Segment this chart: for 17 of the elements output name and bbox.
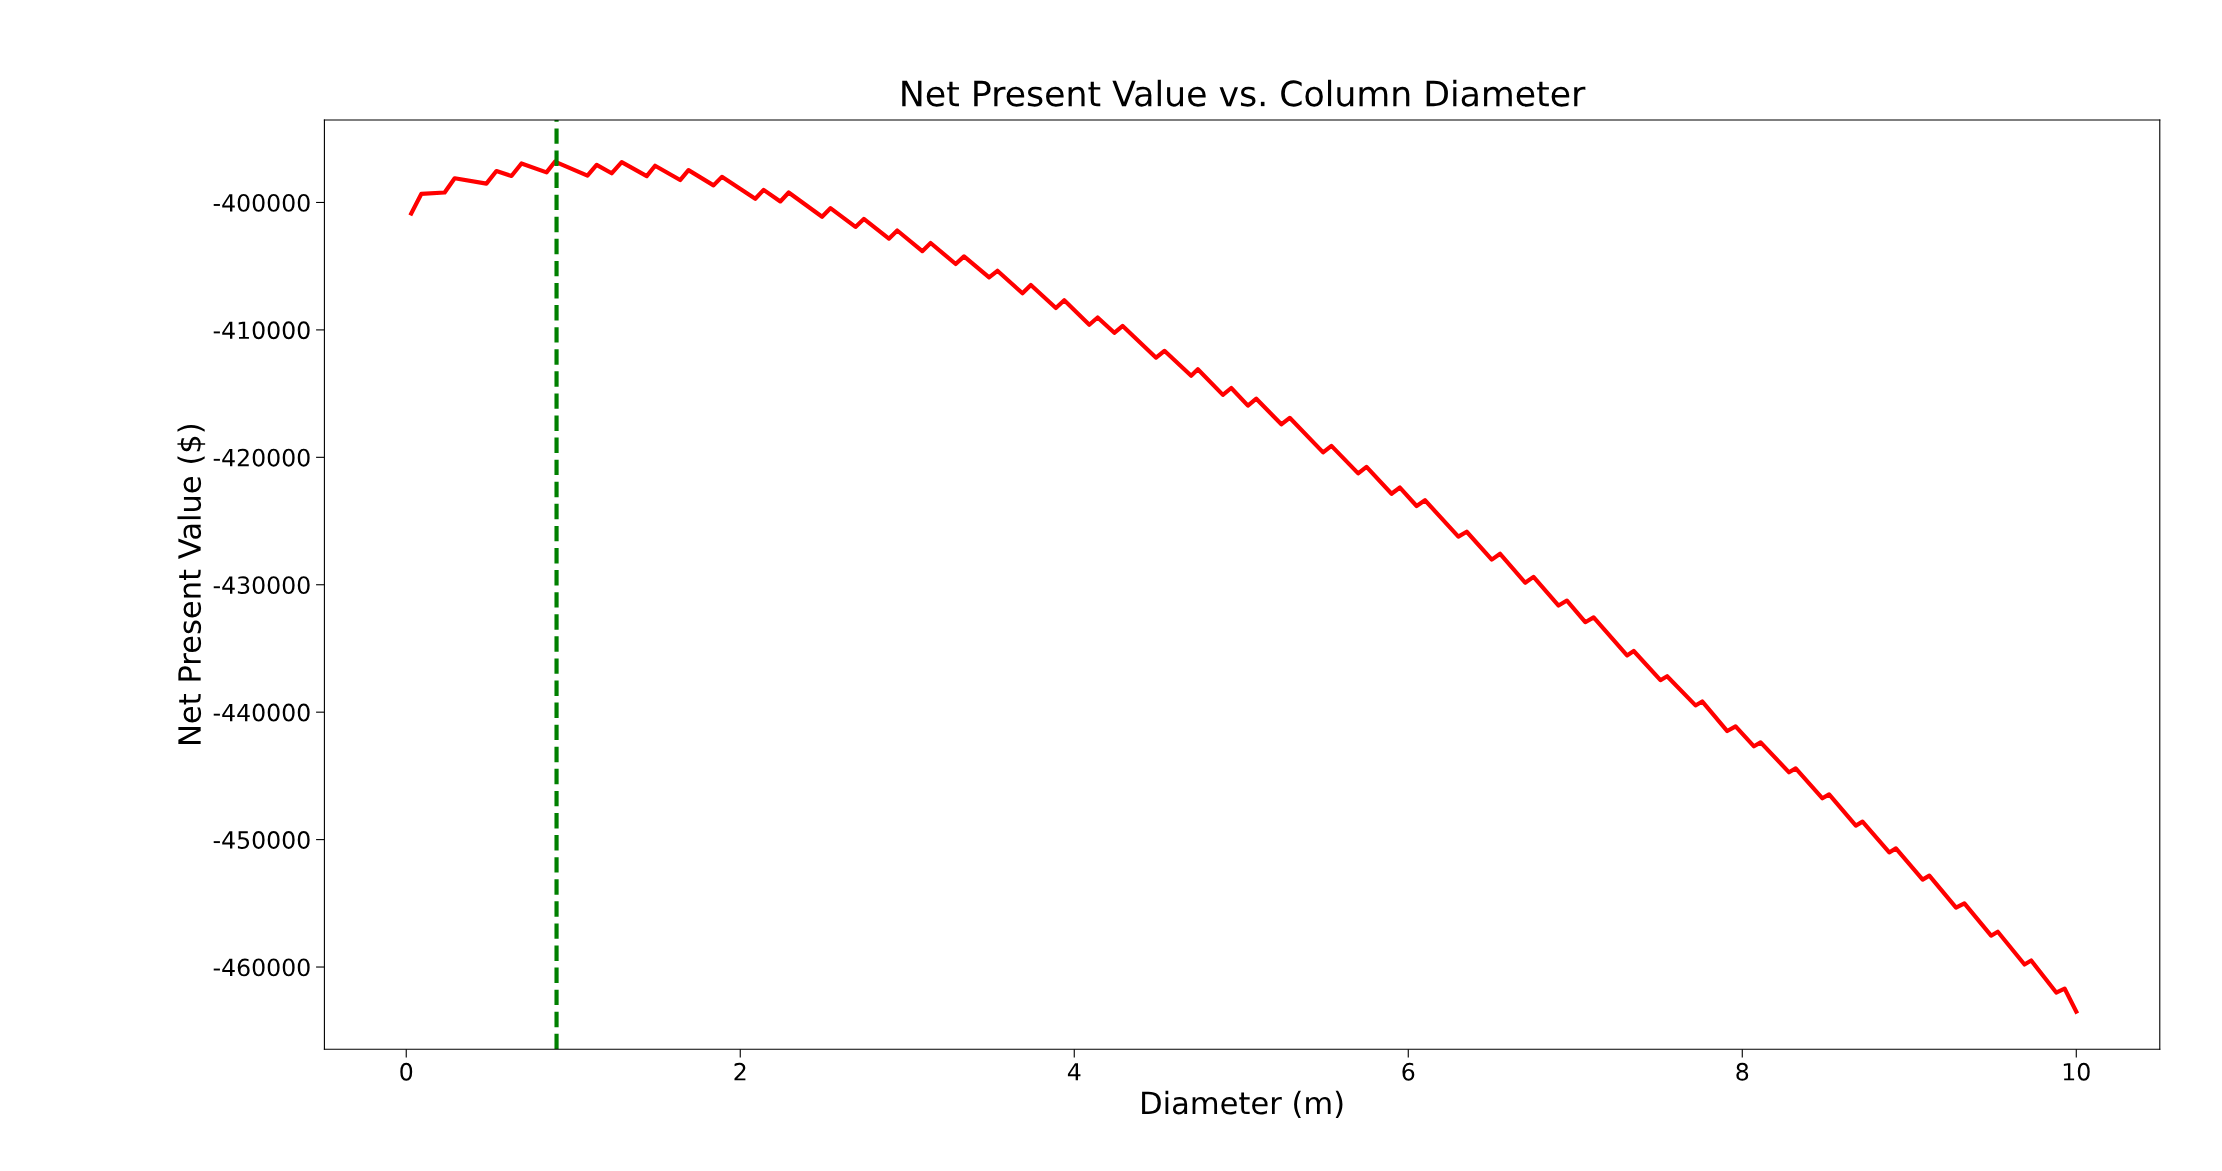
- y-tick-label: -400000: [213, 193, 310, 212]
- x-axis-title: Diameter (m): [1142, 1090, 1343, 1119]
- y-tick-label: -460000: [213, 958, 310, 977]
- x-tick-label: 4: [1067, 1063, 1081, 1081]
- y-tick-label: -450000: [213, 831, 310, 849]
- x-tick-label: 2: [734, 1062, 746, 1081]
- x-tick-label: 6: [1402, 1062, 1415, 1081]
- y-tick-label: -440000: [213, 703, 310, 722]
- y-axis-title: Net Present Value ($): [177, 424, 206, 744]
- line-series: [409, 159, 2079, 1014]
- chart-title: Net Present Value vs. Column Diameter: [902, 79, 1586, 107]
- x-tick-label: 8: [1736, 1062, 1749, 1081]
- y-tick-label: -420000: [213, 448, 310, 467]
- y-tick-label: -430000: [213, 576, 310, 595]
- x-tick-label: 10: [2063, 1062, 2090, 1081]
- x-tick-label: 0: [400, 1062, 413, 1081]
- y-tick-label: -410000: [213, 321, 310, 340]
